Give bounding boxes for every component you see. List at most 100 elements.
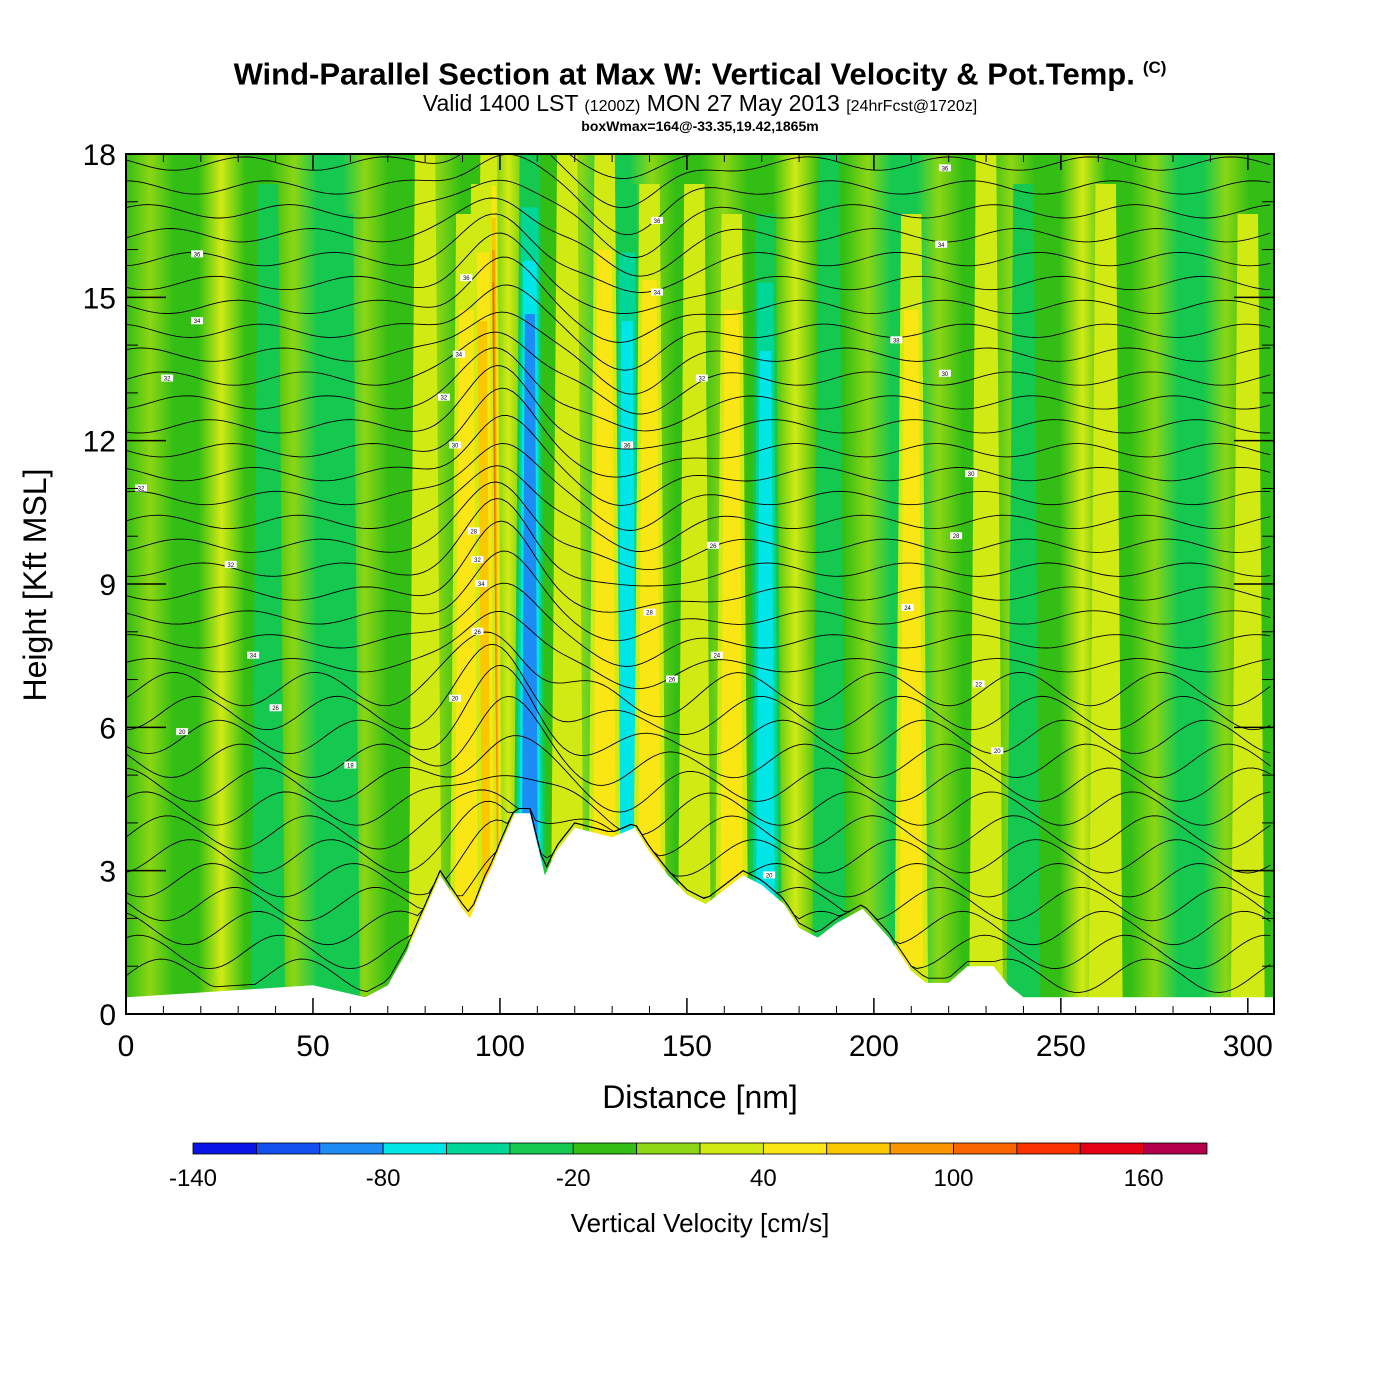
w-column: [894, 214, 929, 1014]
theta-label: 28: [643, 608, 656, 617]
colorbar-swatch: [319, 1142, 384, 1155]
theta-contour: [126, 610, 1271, 690]
theta-label-text: 32: [441, 396, 448, 402]
theta-label: 30: [965, 470, 978, 478]
y-tick-label: 3: [99, 856, 116, 889]
theta-label: 20: [991, 747, 1004, 755]
theta-label: 36: [621, 441, 634, 449]
x-tick-label: 200: [849, 1030, 899, 1063]
w-band: [251, 184, 286, 1014]
theta-label-text: 34: [250, 654, 257, 660]
y-axis-title: Height [Kft MSL]: [17, 469, 53, 702]
theta-label-text: 36: [942, 166, 949, 172]
theta-contour: [126, 800, 1271, 877]
theta-label-text: 20: [179, 730, 186, 736]
theta-label: 36: [460, 274, 473, 282]
theta-label-text: 34: [654, 291, 661, 297]
theta-label: 36: [938, 164, 951, 172]
w-column: [550, 154, 585, 1014]
colorbar-swatch: [1143, 1142, 1208, 1155]
theta-label-text: 38: [893, 338, 900, 344]
colorbar-swatch: [699, 1142, 764, 1155]
theta-label: 34: [247, 651, 260, 660]
w-column: [748, 214, 783, 1014]
w-band: [1088, 184, 1123, 1014]
w-column: [512, 154, 547, 1014]
theta-contour: [126, 232, 1271, 314]
w-band: [719, 310, 744, 966]
theta-label-text: 26: [669, 678, 676, 684]
theta-label: 34: [650, 288, 663, 297]
theta-contour: [126, 331, 1271, 415]
chart-title: Wind-Parallel Section at Max W: Vertical…: [0, 50, 1400, 92]
theta-contour: [126, 442, 1271, 531]
chart-subtitle: Valid 1400 LST (1200Z) MON 27 May 2013 […: [0, 92, 1400, 118]
w-band: [637, 280, 662, 966]
theta-contour: [126, 664, 1271, 756]
colorbar-swatch: [762, 1142, 828, 1155]
theta-label: 18: [344, 761, 357, 770]
y-tick-label: 15: [83, 282, 116, 315]
box-wmax-info: boxWmax=164@-33.35,19.42,1865m: [581, 118, 819, 135]
w-column: [632, 184, 667, 1014]
theta-label: 32: [134, 484, 147, 492]
w-column: [325, 214, 360, 1014]
x-tick-label: 250: [1036, 1030, 1086, 1063]
theta-label-text: 36: [624, 443, 631, 449]
w-column: [251, 184, 286, 1014]
theta-label: 28: [467, 527, 480, 535]
theta-contour: [126, 735, 1271, 813]
theta-label-text: 20: [452, 697, 459, 703]
theta-label: 32: [437, 393, 450, 402]
w-band: [899, 310, 924, 966]
colorbar-swatch: [572, 1142, 638, 1155]
theta-contour: [126, 582, 1271, 667]
w-column: [1088, 184, 1123, 1014]
theta-label: 34: [935, 240, 948, 249]
theta-label-text: 32: [474, 558, 481, 564]
theta-contour: [126, 179, 1271, 258]
theta-label: 34: [475, 580, 488, 588]
theta-contour: [126, 311, 1271, 395]
theta-contour: [126, 365, 1271, 450]
colorbar-swatch: [509, 1142, 574, 1155]
theta-label: 20: [176, 728, 189, 736]
w-column: [812, 154, 847, 1014]
valid-time: Valid 1400 LST: [422, 90, 578, 117]
theta-label: 24: [901, 603, 914, 612]
theta-label: 34: [191, 317, 204, 325]
theta-label: 34: [452, 350, 465, 359]
w-band: [617, 321, 637, 946]
x-tick-label: 50: [296, 1030, 329, 1063]
w-column: [714, 214, 749, 1014]
theta-label-text: 32: [138, 486, 145, 492]
theta-label-text: 26: [710, 544, 717, 550]
theta-label-text: 28: [470, 529, 477, 535]
w-band: [454, 310, 479, 966]
theta-label-text: 32: [164, 377, 171, 383]
theta-label-text: 34: [938, 243, 945, 249]
theta-label-text: 36: [654, 219, 661, 225]
w-band: [550, 154, 585, 1014]
theta-contour: [126, 465, 1271, 552]
theta-label-text: 30: [968, 472, 975, 478]
colorbar-swatch: [636, 1142, 701, 1155]
theta-label: 26: [269, 704, 282, 712]
theta-label: 30: [449, 441, 462, 449]
theta-contour: [126, 695, 1271, 786]
theta-label-text: 34: [194, 319, 201, 325]
w-band: [521, 314, 539, 934]
theta-label: 32: [471, 556, 484, 564]
x-axis-title: Distance [nm]: [602, 1079, 798, 1115]
theta-label-text: 32: [227, 563, 234, 569]
colorbar-title: Vertical Velocity [cm/s]: [571, 1208, 830, 1238]
theta-label-text: 34: [455, 353, 462, 359]
theta-contour: [126, 197, 1271, 277]
colorbar-label: -20: [556, 1165, 591, 1192]
theta-label-text: 22: [975, 682, 982, 688]
w-band: [325, 214, 360, 1014]
theta-contour: [126, 643, 1271, 735]
theta-label-text: 26: [272, 706, 279, 712]
